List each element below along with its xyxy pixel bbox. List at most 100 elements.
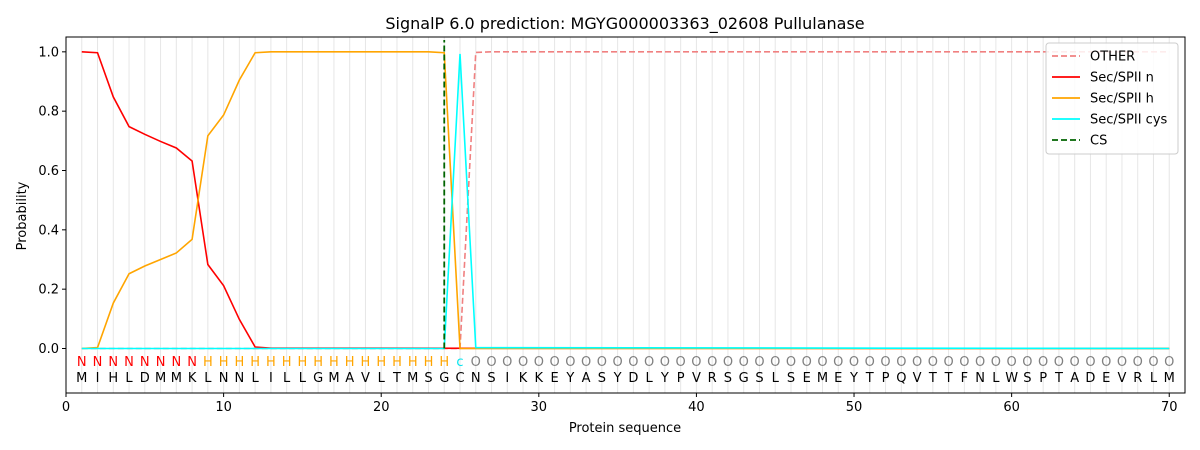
- residue-label: V: [692, 371, 701, 386]
- region-label: H: [250, 355, 260, 370]
- residue-label: I: [505, 371, 509, 386]
- residue-label: S: [598, 371, 606, 386]
- residue-label: L: [378, 371, 386, 386]
- region-label: O: [660, 355, 670, 370]
- region-label: H: [424, 355, 434, 370]
- residue-label: L: [1150, 371, 1158, 386]
- residue-label: K: [519, 371, 528, 386]
- residue-label: W: [1005, 371, 1018, 386]
- residue-label: L: [125, 371, 133, 386]
- region-label: O: [1070, 355, 1080, 370]
- residue-label: M: [76, 371, 87, 386]
- region-label: O: [1085, 355, 1095, 370]
- region-label: O: [896, 355, 906, 370]
- series-line-other: [81, 51, 1170, 350]
- region-label: c: [456, 355, 463, 370]
- residue-label: I: [269, 371, 273, 386]
- residue-label: T: [928, 371, 937, 386]
- residue-label: A: [582, 371, 591, 386]
- region-label: N: [124, 355, 134, 370]
- region-label: O: [691, 355, 701, 370]
- region-label: O: [1133, 355, 1143, 370]
- residue-label: Y: [613, 371, 622, 386]
- region-label: O: [912, 355, 922, 370]
- residue-label: E: [803, 371, 811, 386]
- region-label: O: [754, 355, 764, 370]
- region-label: O: [644, 355, 654, 370]
- x-tick-label: 30: [531, 400, 548, 415]
- region-label: O: [770, 355, 780, 370]
- region-label: H: [282, 355, 292, 370]
- legend-label: Sec/SPII h: [1090, 92, 1154, 107]
- region-label: O: [959, 355, 969, 370]
- residue-label: L: [252, 371, 260, 386]
- residue-label: P: [677, 371, 685, 386]
- x-tick-label: 40: [688, 400, 705, 415]
- region-label: N: [171, 355, 181, 370]
- residue-label: M: [407, 371, 418, 386]
- region-label: H: [408, 355, 418, 370]
- residue-label: Q: [896, 371, 906, 386]
- region-label: H: [376, 355, 386, 370]
- region-label: O: [549, 355, 559, 370]
- region-label: H: [361, 355, 371, 370]
- residue-label: S: [1023, 371, 1031, 386]
- residue-label: S: [787, 371, 795, 386]
- residue-label: N: [234, 371, 244, 386]
- residue-label: G: [313, 371, 323, 386]
- legend-box: [1045, 42, 1179, 155]
- series-layer: [81, 51, 1170, 350]
- y-tick-label: 0.2: [38, 283, 59, 298]
- region-label: O: [518, 355, 528, 370]
- x-tick-label: 70: [1161, 400, 1178, 415]
- residue-label: P: [1039, 371, 1047, 386]
- legend-label: Sec/SPII n: [1090, 71, 1154, 86]
- residue-label: A: [345, 371, 354, 386]
- residue-label: T: [944, 371, 953, 386]
- region-label: N: [77, 355, 87, 370]
- region-label: H: [266, 355, 276, 370]
- region-label: N: [187, 355, 197, 370]
- residue-label: D: [140, 371, 150, 386]
- legend-label: OTHER: [1090, 50, 1135, 65]
- residue-label: M: [328, 371, 339, 386]
- series-line-sec-spii-cys: [81, 53, 1170, 350]
- residue-label: L: [283, 371, 291, 386]
- region-label: H: [329, 355, 339, 370]
- region-label: H: [234, 355, 244, 370]
- region-label: O: [865, 355, 875, 370]
- y-axis-ticks: 0.0 0.2 0.4 0.6 0.8 1.0: [38, 45, 66, 357]
- region-label: N: [156, 355, 166, 370]
- y-tick-label: 0.6: [38, 164, 59, 179]
- region-label: O: [802, 355, 812, 370]
- region-label: O: [534, 355, 544, 370]
- residue-label: K: [188, 371, 197, 386]
- region-label: O: [943, 355, 953, 370]
- region-label: O: [676, 355, 686, 370]
- residue-label: N: [219, 371, 229, 386]
- series-line-sec-spii-n: [81, 51, 1170, 350]
- residue-label: P: [882, 371, 890, 386]
- residue-label: S: [755, 371, 763, 386]
- residue-label: I: [96, 371, 100, 386]
- residue-label: L: [646, 371, 654, 386]
- residue-label: M: [155, 371, 166, 386]
- residue-label: S: [724, 371, 732, 386]
- residue-label: G: [739, 371, 749, 386]
- legend-label: Sec/SPII cys: [1090, 113, 1168, 128]
- x-axis-ticks: 0 10 20 30 40 50 60 70: [62, 393, 1178, 415]
- residue-label: E: [1102, 371, 1110, 386]
- residue-label: R: [708, 371, 717, 386]
- region-label: O: [786, 355, 796, 370]
- region-label: O: [613, 355, 623, 370]
- region-label: H: [219, 355, 229, 370]
- residue-label: E: [834, 371, 842, 386]
- residue-label: H: [108, 371, 118, 386]
- residue-label: L: [299, 371, 307, 386]
- residue-label: Y: [565, 371, 574, 386]
- region-label: O: [833, 355, 843, 370]
- residue-label: E: [550, 371, 558, 386]
- region-label: H: [392, 355, 402, 370]
- y-tick-label: 0.4: [38, 223, 59, 238]
